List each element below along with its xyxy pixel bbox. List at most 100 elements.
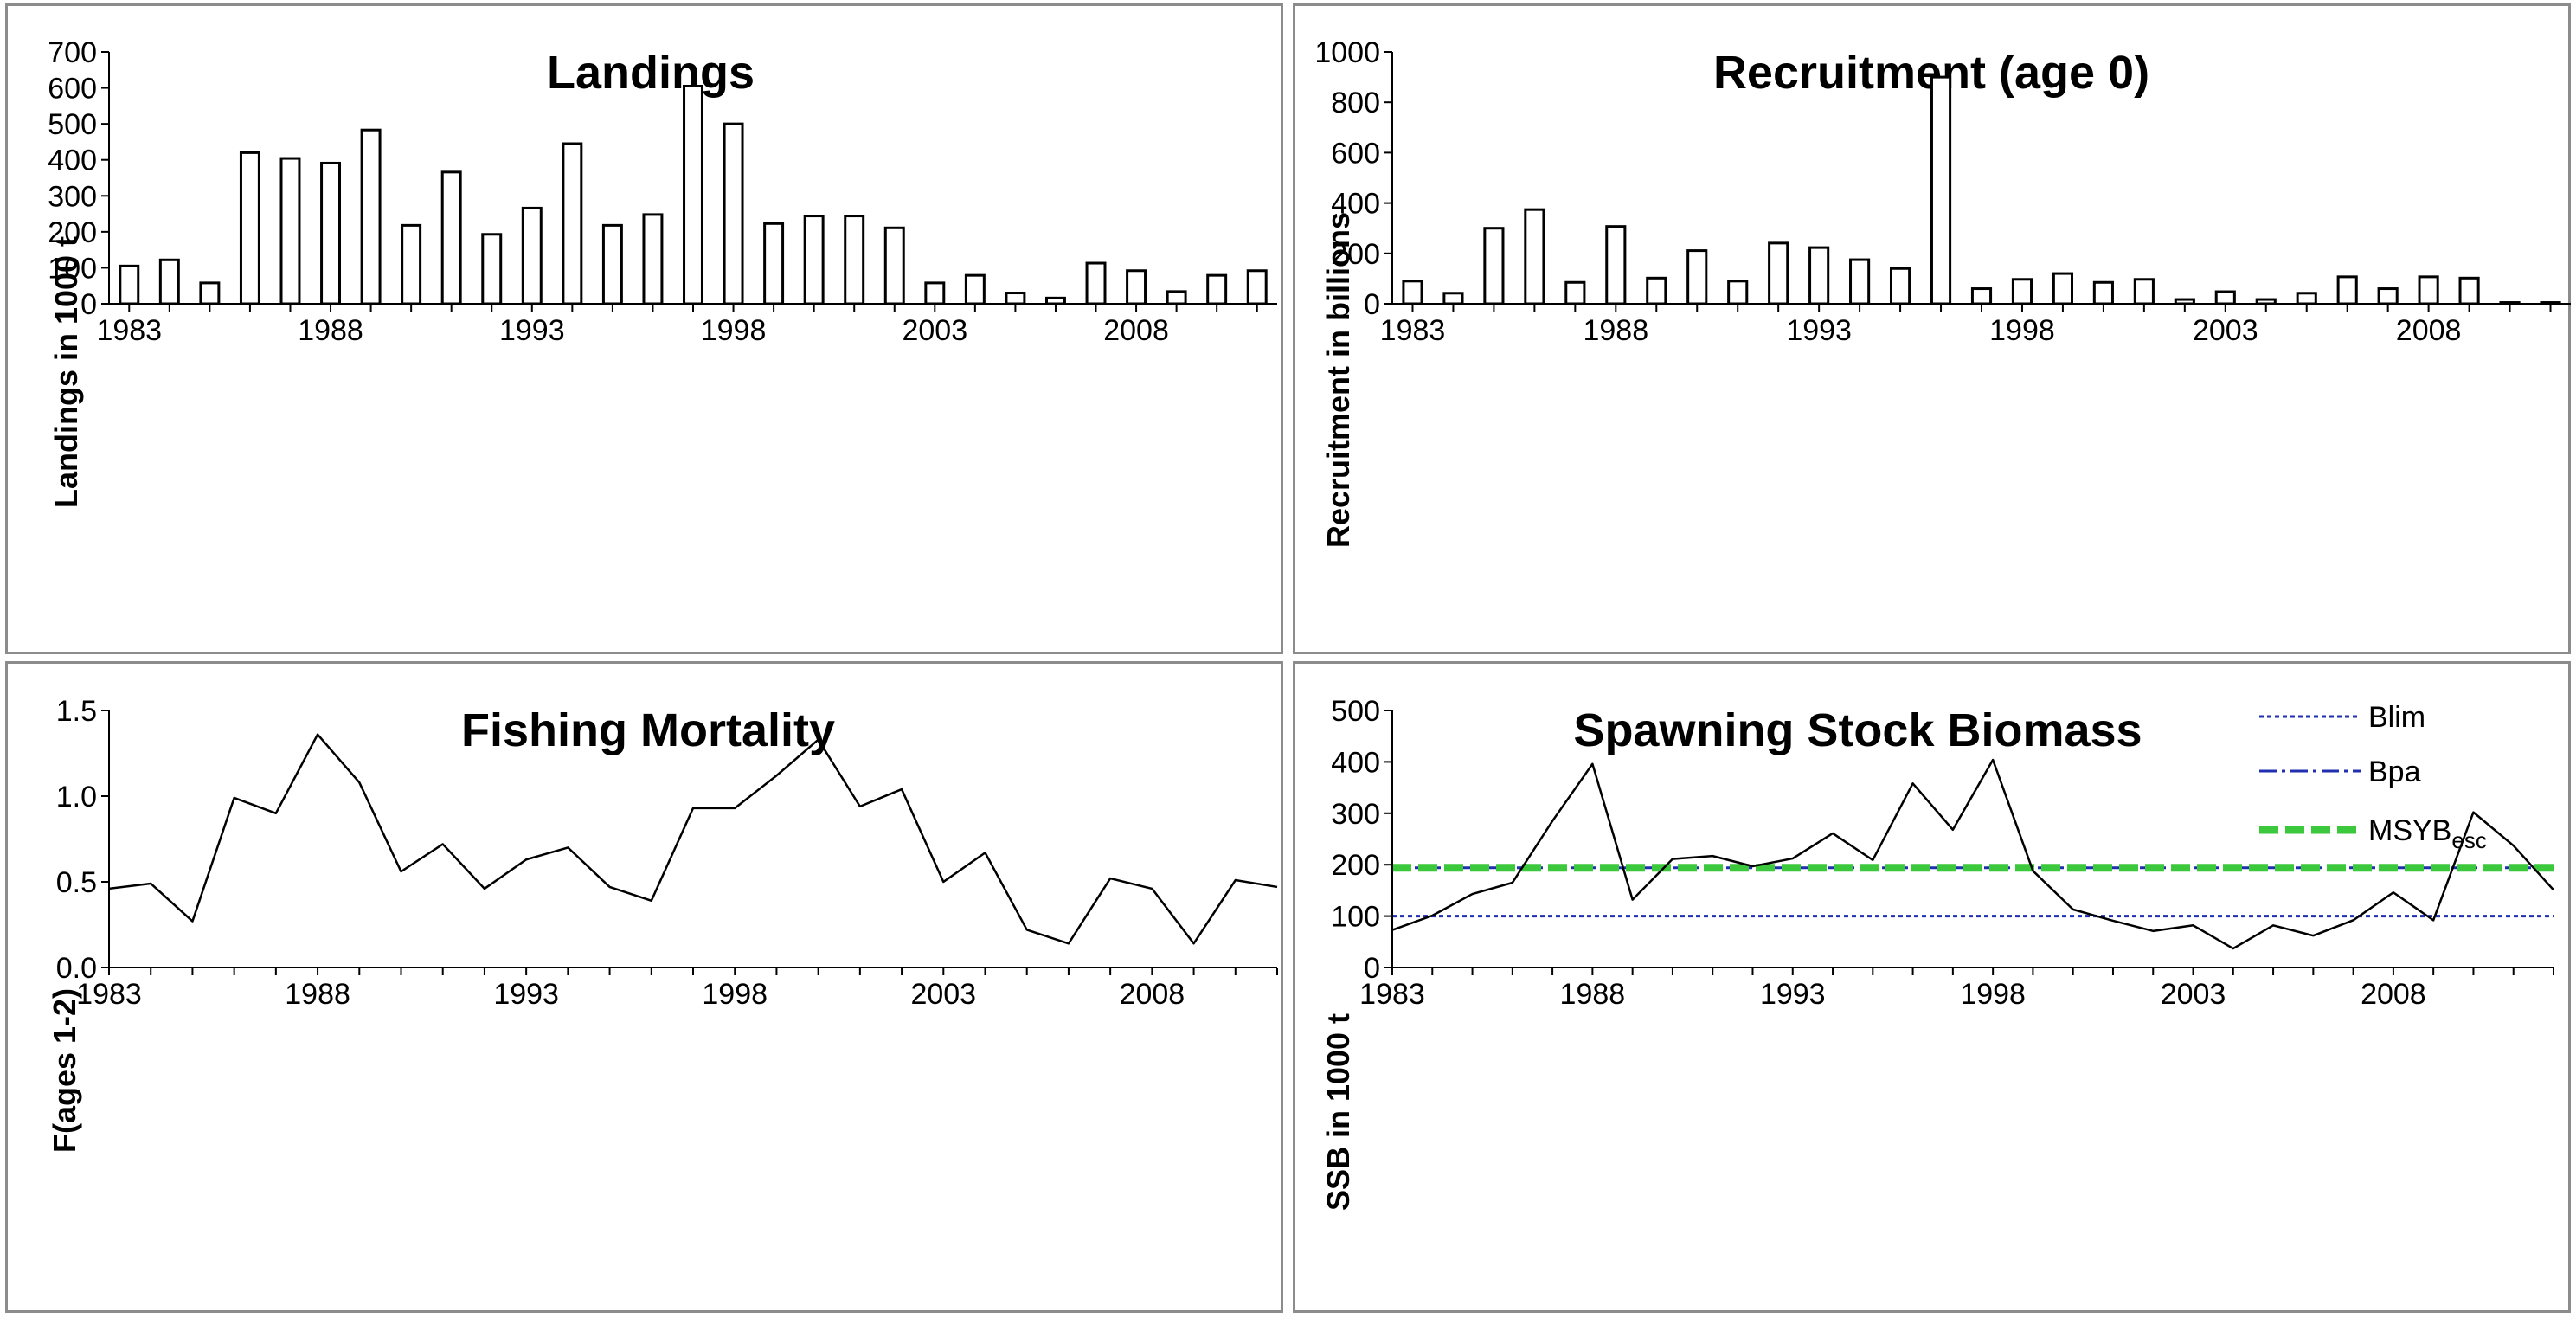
landings-title: Landings (547, 47, 755, 99)
recruitment-bar-2005 (2296, 292, 2317, 305)
landings-chart: Landings Landings in 1000 t 010020030040… (48, 36, 1277, 508)
recruitment-bar-2007 (2377, 287, 2399, 305)
landings-bar-1989 (360, 128, 382, 305)
landings-bar-1994 (562, 142, 583, 305)
recruitment-bar-1987 (1564, 280, 1586, 305)
ssb-title: Spawning Stock Biomass (1573, 704, 2142, 756)
recruitment-bar-1989 (1646, 276, 1667, 305)
fishing-mortality-y-label: F(ages 1-2) (47, 988, 82, 1153)
fishing-mortality-y-tick-label: 0.5 (56, 866, 97, 899)
recruitment-bar-1991 (1727, 280, 1749, 305)
ssb-y-label: SSB in 1000 t (1320, 1013, 1356, 1211)
recruitment-panel: Recruitment (age 0) Recruitment in billi… (1293, 3, 2571, 654)
recruitment-bar-2006 (2336, 275, 2358, 305)
landings-bar-1998 (723, 122, 744, 305)
recruitment-y-tick-label: 0 (1364, 288, 1380, 321)
landings-x-tick-label: 1993 (499, 314, 565, 347)
recruitment-bar-1999 (2052, 272, 2073, 305)
recruitment-x-tick-label: 1993 (1786, 314, 1852, 347)
landings-y-tick-label: 100 (48, 252, 97, 285)
recruitment-bar-1983 (1402, 280, 1423, 305)
legend-msyb-subscript: esc (2451, 827, 2486, 853)
ssb-panel: Spawning Stock Biomass SSB in 1000 t 0 10… (1293, 661, 2571, 1313)
recruitment-chart: Recruitment (age 0) Recruitment in billi… (1314, 36, 2571, 548)
landings-y-tick-label: 200 (48, 216, 97, 249)
landings-bar-1990 (401, 223, 422, 305)
landings-bar-1991 (440, 170, 462, 305)
recruitment-bar-2008 (2418, 275, 2439, 305)
recruitment-bar-2009 (2458, 276, 2480, 305)
recruitment-plot-area: 0 200 400 600 800 1000 1983 1988 1993 1998 2003 200… (1314, 36, 2571, 347)
ssb-chart: Spawning Stock Biomass SSB in 1000 t 0 10… (1320, 695, 2554, 1211)
fishing-mortality-title: Fishing Mortality (461, 704, 835, 756)
landings-bar-1992 (481, 233, 503, 305)
landings-bar-2001 (844, 215, 865, 305)
recruitment-bar-1995 (1890, 267, 1911, 305)
recruitment-bar-1997 (1970, 287, 1993, 305)
fishing-mortality-x-tick-label: 1993 (493, 978, 559, 1011)
landings-y-tick-label: 600 (48, 73, 97, 106)
legend-blim-label: Blim (2368, 701, 2425, 734)
fishing-mortality-y-tick-label: 1.5 (56, 695, 97, 728)
landings-bar-1997 (683, 84, 703, 305)
ssb-x-tick-label: 1993 (1760, 978, 1826, 1011)
recruitment-bar-1988 (1605, 225, 1627, 305)
fishing-mortality-y-tick-label: 0.0 (56, 952, 97, 985)
ssb-x-tick-label: 1983 (1359, 978, 1425, 1011)
landings-x-tick-label: 2003 (902, 314, 967, 347)
fishing-mortality-x-tick-label: 2008 (1120, 978, 1185, 1011)
landings-y-tick-label: 500 (48, 108, 97, 141)
landings-bar-2005 (1005, 292, 1026, 305)
fishing-mortality-chart: Fishing Mortality F(ages 1-2) 0.0 0.5 1.0 1… (47, 695, 1278, 1153)
ssb-x-tick-label: 2008 (2361, 978, 2426, 1011)
landings-bar-1993 (521, 206, 543, 305)
fishing-mortality-x-tick-label: 1983 (76, 978, 142, 1011)
landings-x-tick-label: 1988 (298, 314, 363, 347)
landings-bar-1984 (158, 258, 180, 305)
recruitment-y-label: Recruitment in billions (1320, 212, 1356, 548)
recruitment-bar-1984 (1442, 292, 1464, 305)
legend-bpa-label: Bpa (2368, 755, 2421, 788)
recruitment-bar-1994 (1849, 258, 1871, 305)
ssb-y-tick-label: 400 (1331, 746, 1380, 779)
ssb-legend: Blim Bpa MSYBesc (2259, 701, 2487, 853)
ssb-y-tick-label: 200 (1331, 849, 1380, 882)
landings-bar-2007 (1085, 261, 1107, 305)
recruitment-bar-1993 (1808, 246, 1830, 305)
fishing-mortality-x-tick-label: 2003 (910, 978, 976, 1011)
recruitment-bar-1986 (1524, 208, 1545, 305)
recruitment-y-tick-label: 600 (1331, 137, 1380, 170)
fishing-mortality-x-tick-label: 1988 (285, 978, 350, 1011)
recruitment-x-tick-label: 1998 (1989, 314, 2055, 347)
landings-bar-2008 (1126, 269, 1147, 305)
landings-bar-1985 (199, 281, 221, 305)
recruitment-bar-1996 (1930, 75, 1952, 305)
recruitment-y-tick-label: 1000 (1314, 36, 1380, 69)
recruitment-y-tick-label: 800 (1331, 87, 1380, 119)
ssb-y-tick-label: 0 (1364, 952, 1380, 985)
recruitment-bar-2001 (2133, 278, 2155, 305)
recruitment-y-tick-label: 400 (1331, 188, 1380, 221)
landings-panel: Landings Landings in 1000 t 0 100 200 300 40… (5, 3, 1283, 654)
landings-bar-1999 (763, 222, 785, 305)
fishing-mortality-panel: Fishing Mortality F(ages 1-2) 0.0 0.5 1.0 1… (5, 661, 1283, 1313)
fishing-mortality-y-tick-label: 1.0 (56, 781, 97, 813)
recruitment-y-tick-label: 200 (1331, 238, 1380, 271)
ssb-series-line (1391, 758, 2554, 950)
recruitment-x-tick-label: 1983 (1380, 314, 1446, 347)
legend-msyb-label: MSYBesc (2368, 814, 2487, 853)
ssb-y-tick-label: 300 (1331, 798, 1380, 831)
ssb-x-tick-label: 1998 (1960, 978, 2026, 1011)
ssb-x-tick-label: 1988 (1560, 978, 1626, 1011)
ssb-plot-area: 0 100 200 300 400 500 1983 1988 1993 1998 2003 2008 (1331, 695, 2554, 1011)
ssb-x-tick-label: 2003 (2161, 978, 2226, 1011)
fishing-mortality-series-line (108, 733, 1278, 945)
landings-bar-2004 (964, 273, 986, 305)
fishing-mortality-x-tick-label: 1998 (702, 978, 768, 1011)
landings-bar-2011 (1246, 269, 1268, 305)
recruitment-bar-2003 (2214, 290, 2236, 305)
ssb-y-tick-label: 100 (1331, 901, 1380, 934)
landings-bar-2000 (803, 215, 825, 305)
landings-bar-1983 (119, 264, 140, 305)
